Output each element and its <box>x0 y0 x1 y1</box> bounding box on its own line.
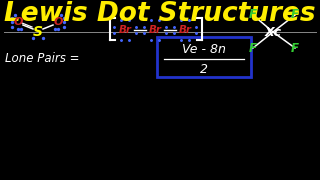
Text: O: O <box>53 17 63 27</box>
Text: O: O <box>13 17 23 27</box>
Text: Ve - 8n: Ve - 8n <box>182 43 226 56</box>
Text: Br: Br <box>148 25 162 35</box>
Text: Br: Br <box>118 25 132 35</box>
Text: Br: Br <box>179 25 191 35</box>
Text: 2: 2 <box>200 63 208 76</box>
Text: Xc: Xc <box>265 26 282 39</box>
Text: F: F <box>291 42 299 55</box>
Text: S: S <box>33 25 43 39</box>
Text: Lewis Dot Structures: Lewis Dot Structures <box>4 1 316 27</box>
Text: F: F <box>249 42 257 55</box>
Text: F: F <box>249 8 257 21</box>
Text: Lone Pairs =: Lone Pairs = <box>5 51 83 64</box>
FancyBboxPatch shape <box>157 37 251 77</box>
Text: F: F <box>291 8 299 21</box>
